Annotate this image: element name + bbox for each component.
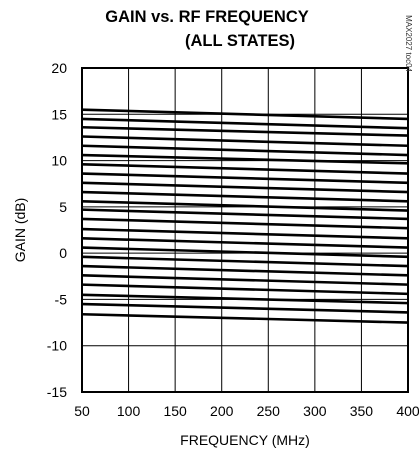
gain-series-line-4 [81,135,409,148]
y-tick-label: 15 [51,106,67,122]
x-tick-label: 300 [303,403,327,419]
chart-title: GAIN vs. RF FREQUENCY [105,8,309,26]
gain-series-line-11 [81,200,409,212]
x-tick-label: 400 [396,403,419,419]
y-tick-label: 0 [59,245,67,261]
watermark-label: MAX2027 toc04 [404,15,413,72]
gain-series-line-23 [81,312,409,324]
chart-subtitle: (ALL STATES) [185,32,295,50]
gain-series-line-22 [81,302,409,314]
gain-series-line-13 [81,217,409,230]
y-tick-label: -5 [55,291,68,307]
y-axis-ticks: 20 15 10 5 0 -5 -10 -15 [47,60,67,400]
x-tick-label: 50 [74,403,90,419]
gain-series-line-2 [81,117,409,130]
x-tick-label: 350 [350,403,374,419]
y-tick-label: 20 [51,60,67,76]
y-axis-label: GAIN (dB) [12,198,28,263]
gain-series-line-12 [81,208,409,221]
gain-series-line-16 [81,246,409,259]
x-tick-label: 200 [210,403,234,419]
gain-series-line-18 [81,264,409,277]
gain-series-line-6 [81,153,409,165]
y-tick-label: 5 [59,199,67,215]
gain-series-line-7 [81,162,409,175]
x-tick-label: 150 [163,403,187,419]
y-tick-label: -15 [47,384,67,400]
gain-series-line-3 [81,125,409,137]
y-tick-label: -10 [47,338,67,354]
gain-series-line-15 [81,237,409,249]
y-tick-label: 10 [51,153,67,169]
x-axis-label: FREQUENCY (MHz) [180,432,310,448]
x-tick-label: 100 [117,403,141,419]
gain-series-line-19 [81,274,409,286]
gain-series-line-8 [81,172,409,185]
gain-series-line-21 [81,293,409,305]
gain-series-line-9 [81,181,409,194]
x-tick-label: 250 [257,403,281,419]
gain-series-line-20 [81,283,409,296]
plot-frame [81,67,409,393]
plot-series [81,108,409,324]
gain-series-line-5 [81,144,409,157]
gain-series-line-10 [81,190,409,203]
gain-series-line-14 [81,227,409,240]
x-axis-ticks: 50 100 150 200 250 300 350 400 [74,403,419,419]
gain-series-line-1 [81,108,409,121]
gain-series-line-17 [81,255,409,268]
